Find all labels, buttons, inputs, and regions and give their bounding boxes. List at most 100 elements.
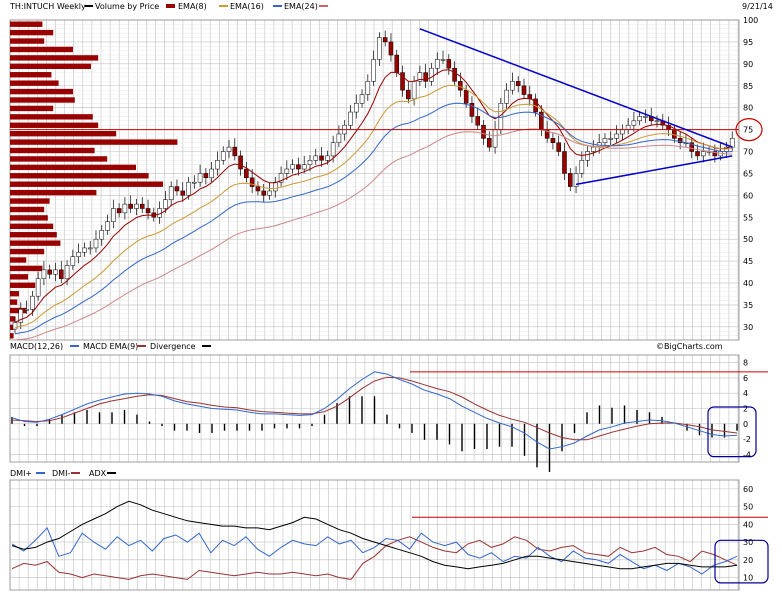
price-candle (238, 155, 243, 170)
ema-line (14, 69, 733, 323)
price-candle (400, 72, 405, 91)
price-tick-label: 60 (743, 191, 753, 200)
price-candle (411, 81, 417, 100)
volume-by-price-bar (10, 29, 54, 36)
price-candle (620, 129, 625, 135)
volume-by-price-bar (10, 114, 93, 120)
price-candle (654, 120, 660, 123)
price-candle (423, 72, 428, 82)
price-candle (203, 173, 209, 179)
price-candle (93, 238, 99, 249)
price-candle (608, 138, 614, 140)
price-candle (452, 67, 457, 82)
price-candle (550, 138, 556, 143)
price-candle (284, 168, 290, 174)
price-candle (278, 173, 284, 183)
volume-by-price-bar (10, 55, 99, 61)
price-candle (567, 173, 573, 187)
price-candle (446, 59, 452, 69)
legend-label-ema24: EMA(24) (284, 2, 318, 11)
price-candle (562, 151, 567, 174)
price-candle (429, 67, 434, 82)
volume-by-price-bar (10, 139, 178, 145)
ema-line (14, 128, 733, 341)
price-candle (672, 129, 677, 139)
volume-by-price-bar (10, 265, 43, 272)
volume-by-price-bars (10, 21, 178, 339)
price-candle (168, 186, 174, 200)
macd-ema-label: MACD EMA(9) (83, 342, 138, 351)
volume-by-price-bar (10, 156, 108, 162)
legend-label-volume: Volume by Price (95, 2, 159, 11)
volume-by-price-bar (10, 257, 27, 263)
adx-label: ADX (89, 469, 107, 478)
macd-panel (11, 371, 768, 472)
price-candle (521, 85, 527, 95)
price-candle (145, 208, 151, 214)
price-candle (24, 309, 29, 311)
dmi-tick-label: 40 (743, 520, 753, 529)
price-candle (163, 199, 168, 209)
chart-title: TH:INTUCH Weekly (9, 2, 86, 11)
price-candle (255, 186, 261, 192)
dmi-tick-label: 50 (743, 503, 753, 512)
volume-by-price-bar (10, 88, 73, 95)
price-candle (336, 133, 342, 143)
volume-by-price-bar (10, 240, 61, 246)
volume-by-price-bar (10, 324, 14, 331)
volume-by-price-bar (10, 97, 75, 103)
volume-by-price-bar (10, 299, 18, 305)
legend-label-ema8: EMA(8) (178, 2, 207, 11)
price-candle (712, 151, 718, 157)
price-candle (226, 146, 232, 152)
price-tick-label: 75 (743, 126, 753, 135)
price-candle (319, 155, 324, 161)
price-candle (261, 190, 266, 196)
price-candle (30, 295, 35, 310)
price-candle (689, 142, 695, 152)
price-tick-label: 30 (743, 323, 753, 332)
price-candle (353, 103, 359, 113)
price-tick-label: 50 (743, 235, 753, 244)
macd-line (11, 371, 738, 450)
macd-tick-label: 6 (743, 374, 748, 383)
price-candle (232, 146, 238, 157)
price-candle (111, 208, 116, 222)
price-candle (382, 37, 388, 43)
volume-by-price-bar (10, 173, 149, 179)
macd-title: MACD(12,26) (10, 342, 63, 351)
dmi-tick-label: 10 (743, 574, 753, 583)
volume-by-price-bar (10, 105, 54, 112)
price-candle (388, 41, 394, 56)
price-tick-label: 70 (743, 148, 753, 157)
divergence-label: Divergence (150, 342, 196, 351)
price-candle (643, 116, 648, 118)
price-tick-label: 85 (743, 82, 753, 91)
price-candle (134, 203, 139, 209)
dmi-tick-label: 30 (743, 538, 753, 547)
volume-by-price-bar (10, 198, 50, 204)
price-candle (695, 151, 700, 157)
price-candle (209, 168, 214, 179)
y-axis-ticks: 30 35 40 45 50 55 60 65 70 75 80 85 90 95 100 -4 -2 0 2 4 6 8… (743, 16, 758, 583)
price-candle (469, 103, 475, 117)
price-tick-label: 45 (743, 257, 753, 266)
macd-highlight-box (707, 406, 757, 458)
volume-by-price-bar (10, 248, 45, 255)
volume-by-price-bar (10, 147, 95, 154)
price-candle (192, 181, 197, 184)
price-candle (116, 208, 122, 214)
volume-by-price-bar (10, 189, 97, 196)
price-candle (249, 177, 255, 187)
price-candle (35, 278, 41, 297)
price-tick-label: 40 (743, 279, 753, 288)
price-candle (579, 160, 585, 174)
dmi-minus-line (11, 536, 738, 580)
volume-by-price-bar (10, 206, 45, 213)
price-candle (70, 256, 76, 266)
price-candle (105, 221, 110, 231)
price-candle (359, 94, 365, 104)
price-candle (637, 116, 642, 122)
